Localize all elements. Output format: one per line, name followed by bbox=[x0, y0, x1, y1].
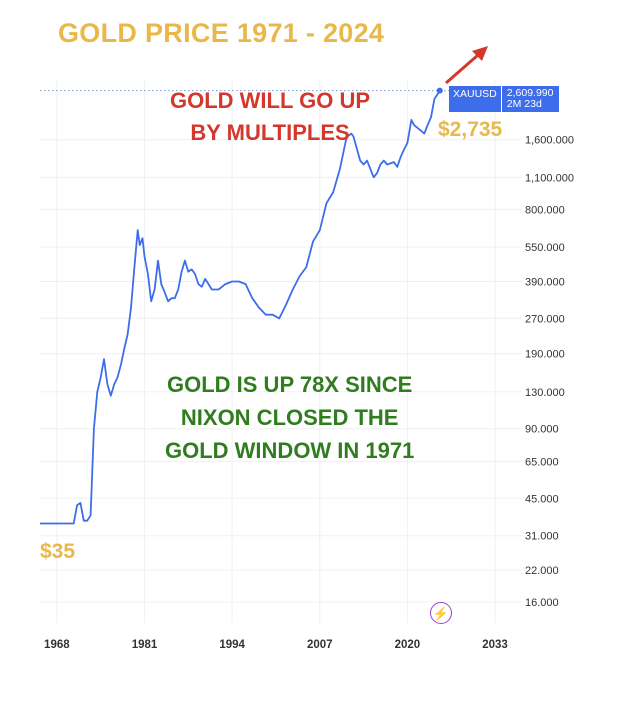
x-tick-label: 1994 bbox=[219, 639, 245, 651]
arrow-shaft bbox=[445, 53, 479, 85]
y-tick-label: 270.000 bbox=[525, 313, 565, 325]
y-tick-label: 800.000 bbox=[525, 204, 565, 216]
green-annotation-line-2: NIXON CLOSED THE bbox=[180, 405, 399, 430]
price-line-series bbox=[40, 87, 443, 525]
x-tick-label: 2033 bbox=[482, 639, 508, 651]
y-tick-label: 550.000 bbox=[525, 242, 565, 254]
y-tick-label: 22.000 bbox=[525, 565, 559, 577]
green-annotation: GOLD IS UP 78X SINCE NIXON CLOSED THE GO… bbox=[165, 368, 414, 467]
badge-price: 2,609.990 bbox=[506, 87, 554, 99]
arrow-head bbox=[472, 46, 488, 61]
y-tick-label: 16.000 bbox=[525, 597, 559, 609]
end-price-label: $2,735 bbox=[438, 118, 503, 141]
x-tick-label: 2007 bbox=[307, 639, 333, 651]
x-tick-label: 2020 bbox=[395, 639, 421, 651]
y-tick-label: 190.000 bbox=[525, 349, 565, 361]
start-price-label: $35 bbox=[40, 540, 76, 563]
green-annotation-line-3: GOLD WINDOW IN 1971 bbox=[165, 438, 415, 463]
badge-countdown: 2M 23d bbox=[506, 98, 542, 110]
y-axis-ticks: 16.000 22.000 31.000 45.000 65.000 90.000 130.… bbox=[525, 135, 574, 609]
y-tick-label: 31.000 bbox=[525, 531, 559, 543]
y-tick-label: 1,100.000 bbox=[525, 172, 574, 184]
chart-title: GOLD PRICE 1971 - 2024 bbox=[58, 18, 385, 48]
y-tick-label: 65.000 bbox=[525, 456, 559, 468]
lightning-icon[interactable]: ⚡ bbox=[430, 602, 452, 624]
x-tick-label: 1968 bbox=[44, 639, 70, 651]
red-annotation-line-1: GOLD WILL GO UP bbox=[170, 88, 371, 113]
current-price-badge: XAUUSD 2,609.990 2M 23d bbox=[449, 86, 560, 112]
badge-values: 2,609.990 2M 23d bbox=[500, 86, 560, 112]
y-tick-label: 1,600.000 bbox=[525, 135, 574, 147]
series-line-xauusd bbox=[40, 90, 441, 525]
y-tick-label: 90.000 bbox=[525, 424, 559, 436]
up-arrow bbox=[445, 46, 488, 85]
grid-lines bbox=[40, 80, 522, 623]
x-tick-label: 1981 bbox=[132, 639, 158, 651]
y-tick-label: 130.000 bbox=[525, 387, 565, 399]
last-price-point bbox=[436, 87, 443, 94]
red-annotation: GOLD WILL GO UP BY MULTIPLES bbox=[170, 85, 370, 149]
green-annotation-line-1: GOLD IS UP 78X SINCE bbox=[167, 372, 413, 397]
y-tick-label: 390.000 bbox=[525, 276, 565, 288]
red-annotation-line-2: BY MULTIPLES bbox=[190, 120, 350, 145]
y-tick-label: 45.000 bbox=[525, 493, 559, 505]
x-axis-ticks: 1968 1981 1994 2007 2020 2033 bbox=[44, 639, 508, 651]
badge-symbol: XAUUSD bbox=[453, 88, 497, 100]
